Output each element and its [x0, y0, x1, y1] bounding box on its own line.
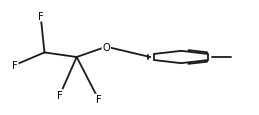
- Text: F: F: [57, 90, 63, 100]
- Text: F: F: [38, 12, 44, 22]
- Text: F: F: [96, 95, 102, 105]
- Text: O: O: [103, 42, 110, 52]
- Text: F: F: [12, 60, 18, 70]
